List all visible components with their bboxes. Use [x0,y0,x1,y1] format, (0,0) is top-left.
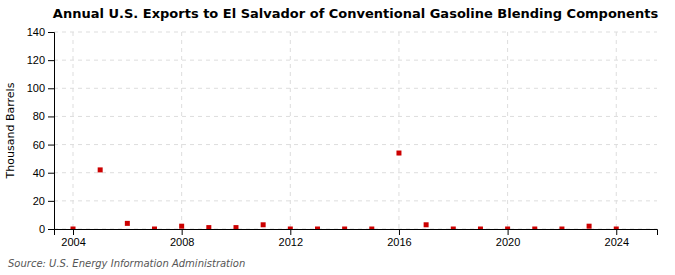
tick: 2004 [61,229,85,248]
grid-line [54,144,657,145]
tick-label: 80 [33,110,45,122]
tick: 2008 [170,229,194,248]
tick-mark [48,173,54,174]
point [152,227,157,230]
tick: 60 [33,139,54,151]
tick: 2020 [496,229,520,248]
points [71,151,619,229]
tick: 20 [33,195,54,207]
plot-area: 2004 2008 2012 2016 2020 2024 0 20 40 60 80 100 120 1… [27,26,658,248]
grid-line [507,32,508,229]
tick-mark [399,229,400,235]
grid-line [54,32,657,33]
tick-mark [48,201,54,202]
grid-line [54,116,657,117]
point [342,227,347,230]
tick-label: 2008 [170,236,194,248]
tick-mark [73,229,74,235]
axis-line [55,230,658,236]
point [505,227,510,230]
grid-line [181,32,182,229]
point [261,222,266,227]
grid-line [398,32,399,229]
grid-line [290,32,291,229]
tick-mark [290,229,291,235]
point [587,224,592,229]
tick: 40 [33,167,54,179]
tick: 80 [33,110,54,122]
grid-line [54,88,657,89]
point [125,221,130,226]
point [179,224,184,229]
x-axis: 2004 2008 2012 2016 2020 2024 [55,229,658,248]
tick-label: 2016 [387,236,411,248]
tick-mark [182,229,183,235]
title: Annual U.S. Exports to El Salvador of Co… [53,6,659,21]
tick-label: 2012 [279,236,303,248]
tick: 140 [27,26,54,38]
tick: 2024 [605,229,629,248]
grid-line [54,172,657,173]
tick-mark [616,229,617,235]
tick-label: 120 [27,54,45,66]
point [451,227,456,230]
grid-line [54,200,657,201]
tick: 0 [39,223,54,235]
tick-label: 140 [27,26,45,38]
grid-line [616,32,617,229]
point [369,227,374,230]
tick: 120 [27,54,54,66]
tick-label: 0 [39,223,45,235]
point [559,227,564,230]
tick: 2012 [279,229,303,248]
grid [54,32,657,229]
tick-label: 60 [33,139,45,151]
point [71,227,76,230]
tick-mark [48,145,54,146]
y-axis-label: Thousand Barrels [4,82,17,179]
grid-line [73,32,74,229]
y-axis: 0 20 40 60 80 100 120 140 [27,26,55,235]
point [98,167,103,172]
chart: 2004 2008 2012 2016 2020 2024 0 20 40 60 80 100 120 1… [0,0,675,275]
tick: 100 [27,82,54,94]
grid-line [54,60,657,61]
tick-mark [48,32,54,33]
tick-label: 40 [33,167,45,179]
point [288,227,293,230]
point [396,151,401,156]
tick-label: 2024 [605,236,629,248]
point [532,227,537,230]
tick-label: 2020 [496,236,520,248]
point [614,227,619,230]
point [206,225,211,229]
point [424,222,429,227]
axis-line [48,33,55,230]
point [478,227,483,230]
tick-mark [48,229,54,230]
point [233,225,238,229]
tick-mark [508,229,509,235]
tick-mark [48,116,54,117]
point [315,227,320,230]
annotation: Source: U.S. Energy Information Administ… [8,258,245,269]
tick-label: 2004 [61,236,85,248]
tick-mark [48,88,54,89]
tick-label: 100 [27,82,45,94]
tick-mark [48,60,54,61]
tick: 2016 [387,229,411,248]
tick-label: 20 [33,195,45,207]
